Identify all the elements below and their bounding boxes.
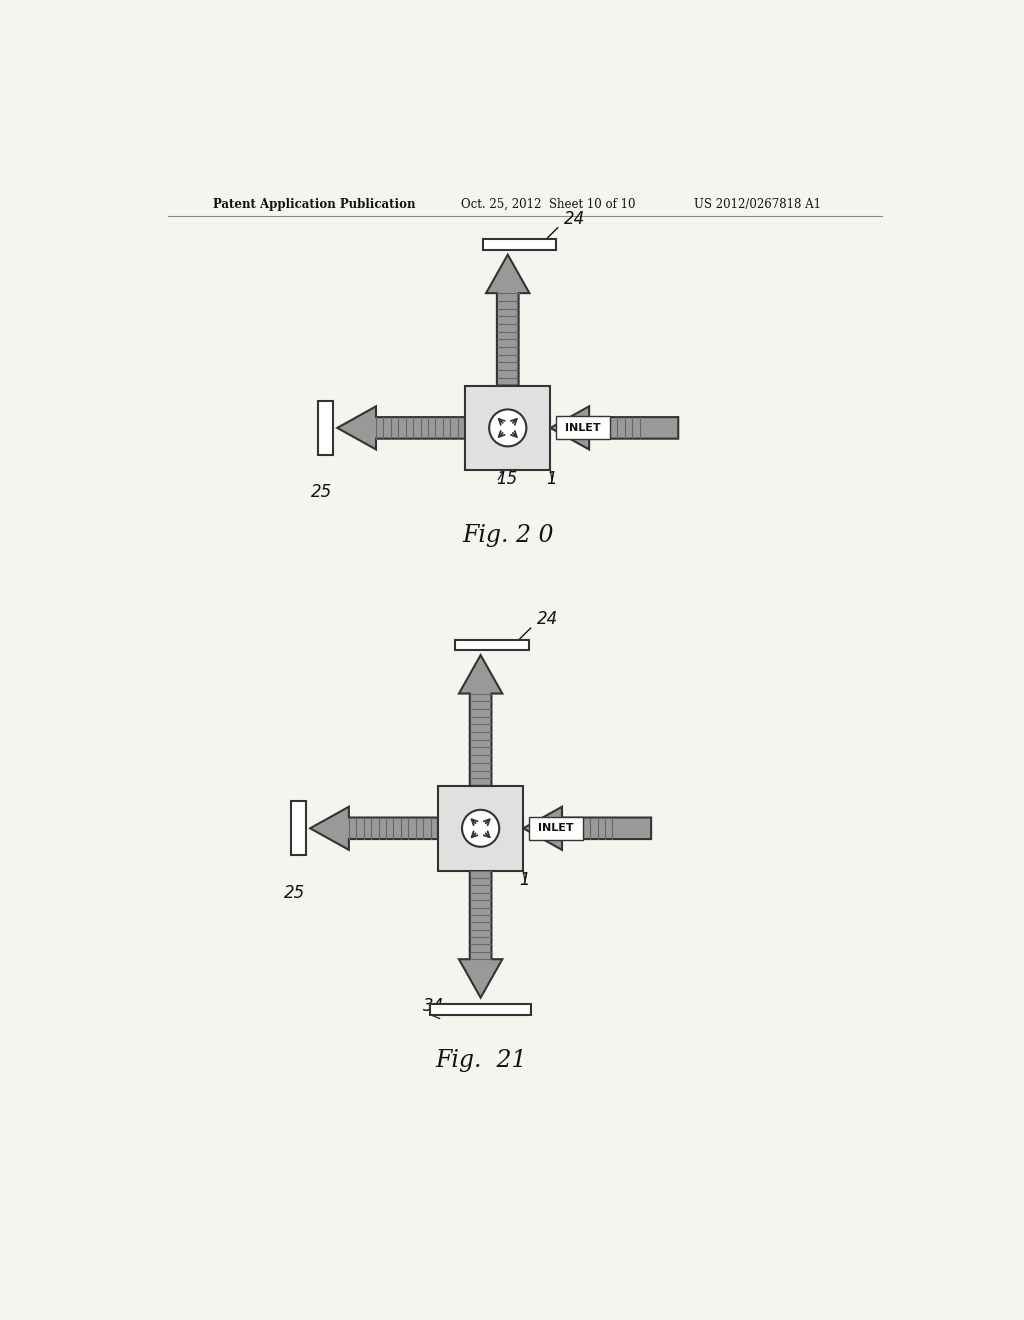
Text: 24: 24 xyxy=(537,610,558,628)
FancyBboxPatch shape xyxy=(556,416,610,440)
Text: 15: 15 xyxy=(496,470,517,488)
Text: 25: 25 xyxy=(311,483,333,502)
Text: INLET: INLET xyxy=(565,422,601,433)
Text: 34: 34 xyxy=(423,997,443,1015)
Text: 15: 15 xyxy=(469,870,490,888)
Bar xyxy=(430,1005,531,1015)
Text: Fig.  21: Fig. 21 xyxy=(435,1049,526,1072)
Text: Patent Application Publication: Patent Application Publication xyxy=(213,198,416,211)
Text: 1: 1 xyxy=(519,870,530,888)
Bar xyxy=(465,385,550,470)
FancyArrow shape xyxy=(310,807,438,850)
Text: US 2012/0267818 A1: US 2012/0267818 A1 xyxy=(693,198,821,211)
Bar xyxy=(482,239,556,249)
Text: Fig. 2 0: Fig. 2 0 xyxy=(462,524,554,548)
FancyBboxPatch shape xyxy=(528,817,583,840)
Text: 1: 1 xyxy=(547,470,557,488)
Circle shape xyxy=(462,810,500,847)
FancyArrow shape xyxy=(550,407,678,449)
Bar xyxy=(438,785,523,871)
Circle shape xyxy=(489,409,526,446)
FancyArrow shape xyxy=(459,655,503,785)
Bar xyxy=(456,640,529,651)
FancyArrow shape xyxy=(459,871,503,998)
Text: INLET: INLET xyxy=(538,824,573,833)
FancyArrow shape xyxy=(486,255,529,385)
Text: 25: 25 xyxy=(284,883,305,902)
Bar xyxy=(317,401,334,455)
Bar xyxy=(291,801,306,855)
FancyArrow shape xyxy=(523,807,651,850)
Text: 24: 24 xyxy=(564,210,585,228)
FancyArrow shape xyxy=(337,407,465,449)
Text: Oct. 25, 2012  Sheet 10 of 10: Oct. 25, 2012 Sheet 10 of 10 xyxy=(461,198,636,211)
